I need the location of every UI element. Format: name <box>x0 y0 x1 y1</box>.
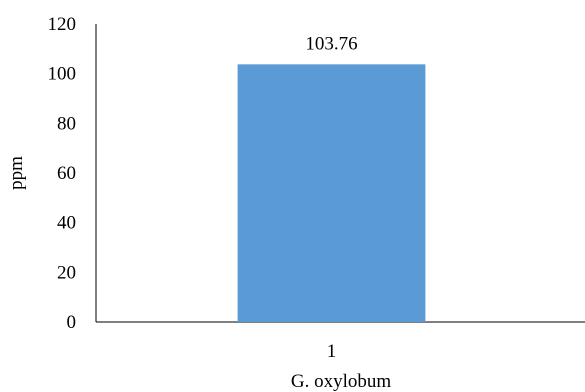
y-tick-label: 100 <box>48 64 77 85</box>
x-axis-title: G. oxylobum <box>291 371 392 392</box>
y-tick-label: 40 <box>57 213 76 234</box>
y-axis: 0 20 40 60 80 100 120 <box>48 14 97 333</box>
bars <box>237 64 426 322</box>
data-label: 103.76 <box>305 33 357 54</box>
x-tick-labels: 1 <box>327 341 337 362</box>
data-labels: 103.76 <box>305 33 357 54</box>
y-axis-title: ppm <box>6 156 27 190</box>
x-tick-label: 1 <box>327 341 337 362</box>
y-tick-label: 60 <box>57 163 76 184</box>
y-tick-label: 80 <box>57 113 76 134</box>
y-tick-label: 0 <box>67 312 77 333</box>
y-tick-labels: 0 20 40 60 80 100 120 <box>48 14 77 333</box>
bar <box>237 64 426 322</box>
y-tick-label: 120 <box>48 14 77 35</box>
x-axis: 1 <box>96 321 585 362</box>
y-tick-label: 20 <box>57 262 76 283</box>
